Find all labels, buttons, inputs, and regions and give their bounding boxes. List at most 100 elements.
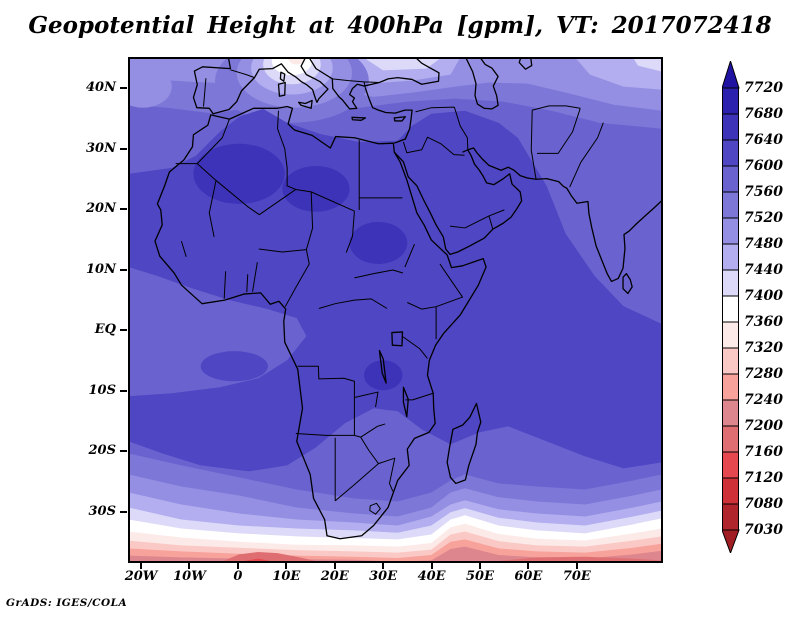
field-south-7200 bbox=[130, 546, 661, 561]
colorbar bbox=[721, 59, 740, 555]
colorbar-arrow-bottom bbox=[721, 529, 740, 555]
lat-tick bbox=[120, 147, 127, 150]
coast-sardinia bbox=[278, 82, 285, 96]
colorbar-level-label: 7360 bbox=[744, 314, 783, 330]
lat-tick bbox=[120, 329, 127, 332]
contour-map-svg bbox=[130, 59, 661, 561]
lon-tick bbox=[478, 563, 481, 569]
lat-tick bbox=[120, 450, 127, 453]
lat-tick bbox=[120, 268, 127, 271]
field-ne-corner-light bbox=[576, 59, 661, 90]
coast-sicily bbox=[299, 100, 312, 108]
coast-cyprus bbox=[394, 117, 405, 121]
borders-north-africa bbox=[176, 111, 403, 307]
lon-tick-label: 20E bbox=[320, 569, 349, 584]
colorbar-segment bbox=[722, 399, 739, 427]
lon-tick bbox=[333, 563, 336, 569]
map-plot-area bbox=[128, 57, 663, 563]
coast-iberia-italy bbox=[193, 59, 328, 114]
colorbar-segment bbox=[722, 451, 739, 479]
field-core-libya-niger bbox=[282, 166, 350, 212]
lon-tick-label: 10E bbox=[272, 569, 301, 584]
lat-tick-label: 10S bbox=[88, 382, 116, 398]
colorbar-level-label: 7030 bbox=[744, 522, 783, 538]
lon-tick-label: 10W bbox=[173, 569, 206, 584]
lon-tick bbox=[382, 563, 385, 569]
lon-tick bbox=[140, 563, 143, 569]
lake-malawi bbox=[403, 387, 408, 416]
lat-tick-label: 40N bbox=[86, 79, 116, 95]
grads-attribution: GrADS: IGES/COLA bbox=[6, 597, 128, 609]
plot-title: Geopotential Height at 400hPa [gpm], VT:… bbox=[28, 12, 772, 39]
colorbar-segment bbox=[722, 217, 739, 245]
field-italy-core-pink bbox=[288, 59, 306, 65]
lat-tick bbox=[120, 389, 127, 392]
colorbar-segment bbox=[722, 165, 739, 193]
coast-corsica bbox=[280, 72, 284, 81]
colorbar-level-label: 7680 bbox=[744, 106, 783, 122]
borders-middle-east bbox=[403, 106, 603, 229]
lat-tick-label: EQ bbox=[94, 322, 116, 338]
colorbar-arrow-top bbox=[721, 59, 740, 89]
lat-tick-label: 20S bbox=[88, 443, 116, 459]
colorbar-segment bbox=[722, 243, 739, 271]
coast-srilanka bbox=[623, 274, 632, 294]
lon-tick-label: 30E bbox=[369, 569, 398, 584]
lon-tick bbox=[430, 563, 433, 569]
colorbar-segment bbox=[722, 87, 739, 115]
field-core-sudan bbox=[349, 221, 408, 265]
colorbar-level-label: 7160 bbox=[744, 444, 783, 460]
colorbar-level-label: 7480 bbox=[744, 236, 783, 252]
lat-tick bbox=[120, 86, 127, 89]
coast-madagascar bbox=[447, 403, 481, 483]
lon-tick-label: 50E bbox=[465, 569, 494, 584]
colorbar-level-label: 7600 bbox=[744, 158, 783, 174]
coast-balkans-blacksea bbox=[309, 59, 439, 109]
lon-tick-label: 0 bbox=[233, 569, 243, 584]
colorbar-segment bbox=[722, 373, 739, 401]
lake-victoria bbox=[392, 332, 403, 346]
colorbar-level-label: 7120 bbox=[744, 470, 783, 486]
coast-arabia bbox=[394, 150, 521, 255]
colorbar-segment bbox=[722, 113, 739, 141]
coast-africa bbox=[155, 106, 486, 538]
colorbar-segment bbox=[722, 503, 739, 531]
coast-persiangulf-india bbox=[468, 148, 661, 281]
colorbar-segment bbox=[722, 269, 739, 297]
lon-tick-label: 70E bbox=[562, 569, 591, 584]
lat-tick-label: 30S bbox=[88, 504, 116, 520]
colorbar-level-label: 7440 bbox=[744, 262, 783, 278]
field-nw-atlantic-light bbox=[130, 65, 172, 108]
lon-tick-label: 20W bbox=[124, 569, 158, 584]
lat-tick-label: 30N bbox=[86, 140, 116, 156]
lat-tick bbox=[120, 511, 127, 514]
colorbar-segment bbox=[722, 191, 739, 219]
colorbar-segment bbox=[722, 425, 739, 453]
colorbar-level-label: 7200 bbox=[744, 418, 783, 434]
borders-east-africa bbox=[319, 244, 463, 400]
colorbar-segment bbox=[722, 139, 739, 167]
lon-tick bbox=[188, 563, 191, 569]
coast-aral bbox=[519, 59, 531, 69]
colorbar-level-label: 7640 bbox=[744, 132, 783, 148]
field-core-algeria bbox=[193, 143, 285, 204]
field-low-dome-east bbox=[498, 556, 661, 561]
coastlines bbox=[155, 59, 661, 539]
coast-crete bbox=[352, 117, 365, 120]
lat-tick-label: 10N bbox=[86, 261, 116, 277]
field-gulfguinea-high bbox=[200, 351, 268, 382]
lon-tick bbox=[575, 563, 578, 569]
country-borders bbox=[176, 70, 604, 514]
colorbar-level-label: 7560 bbox=[744, 184, 783, 200]
colorbar-segment bbox=[722, 321, 739, 349]
colorbar-segment bbox=[722, 477, 739, 505]
lon-tick bbox=[285, 563, 288, 569]
coast-caspian bbox=[466, 59, 498, 109]
lat-tick-label: 20N bbox=[86, 201, 116, 217]
colorbar-level-label: 7240 bbox=[744, 392, 783, 408]
colorbar-segment bbox=[722, 295, 739, 323]
borders-europe bbox=[204, 70, 380, 107]
field-low-dome-west bbox=[224, 551, 316, 561]
colorbar-svg bbox=[721, 59, 740, 555]
